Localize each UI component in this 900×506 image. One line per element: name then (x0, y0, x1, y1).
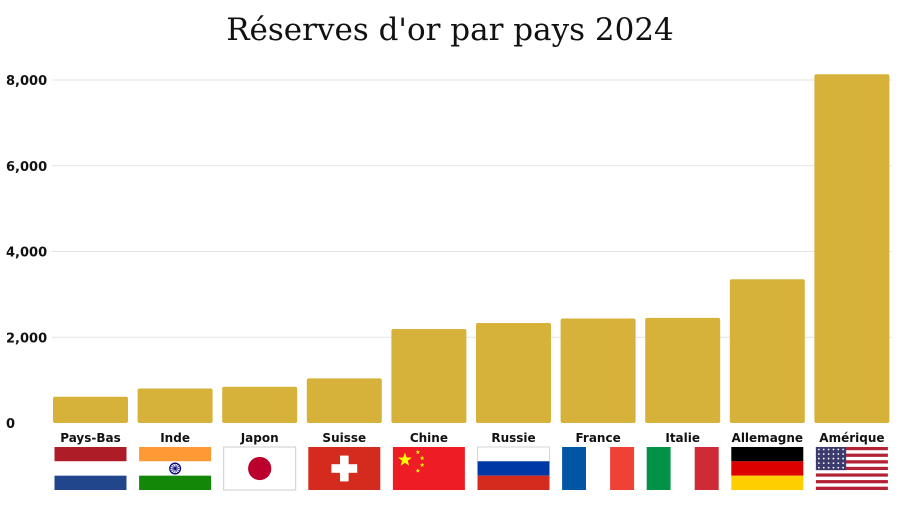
grid-layer: 0 2,000 4,000 6,000 8,000 (6, 74, 892, 432)
category-label: Suisse (322, 431, 366, 445)
category-label: Pays-Bas (60, 431, 121, 445)
bar (560, 318, 636, 423)
flag-france-icon (562, 447, 635, 490)
bar-layer (53, 74, 890, 424)
bar (476, 322, 551, 423)
category-label: Inde (160, 431, 190, 445)
category-label: Allemagne (732, 431, 804, 445)
category-label: Amérique (819, 431, 884, 445)
flag-germany-icon (731, 447, 804, 490)
flag-usa-icon (815, 447, 888, 490)
flag-russia-icon (477, 446, 550, 490)
bar (222, 386, 298, 423)
category-label: Chine (410, 431, 448, 445)
y-tick-label: 8,000 (6, 74, 47, 89)
flag-china-icon (392, 447, 465, 490)
bar (137, 388, 213, 423)
label-layer: Pays-Bas Inde Japon Suisse Chine Russie France… (60, 431, 884, 445)
flag-india-icon (139, 447, 212, 490)
bar (645, 317, 721, 423)
y-tick-label: 6,000 (6, 160, 47, 175)
bar (729, 279, 805, 423)
category-label: France (575, 431, 620, 445)
category-label: Italie (665, 431, 700, 445)
y-tick-label: 4,000 (6, 246, 47, 261)
category-label: Russie (491, 431, 535, 445)
bar (53, 396, 128, 423)
bar (814, 74, 890, 424)
y-tick-label: 2,000 (6, 331, 47, 346)
flag-netherlands-icon (54, 447, 127, 490)
bar (306, 378, 382, 423)
flag-layer (54, 446, 888, 491)
chart-title: Réserves d'or par pays 2024 (226, 12, 674, 48)
bar (391, 329, 467, 423)
category-label: Japon (240, 431, 279, 445)
flag-italy-icon (646, 447, 719, 490)
flag-japan-icon (223, 446, 297, 491)
flag-switzerland-icon (308, 447, 381, 490)
y-tick-label: 0 (6, 417, 15, 432)
